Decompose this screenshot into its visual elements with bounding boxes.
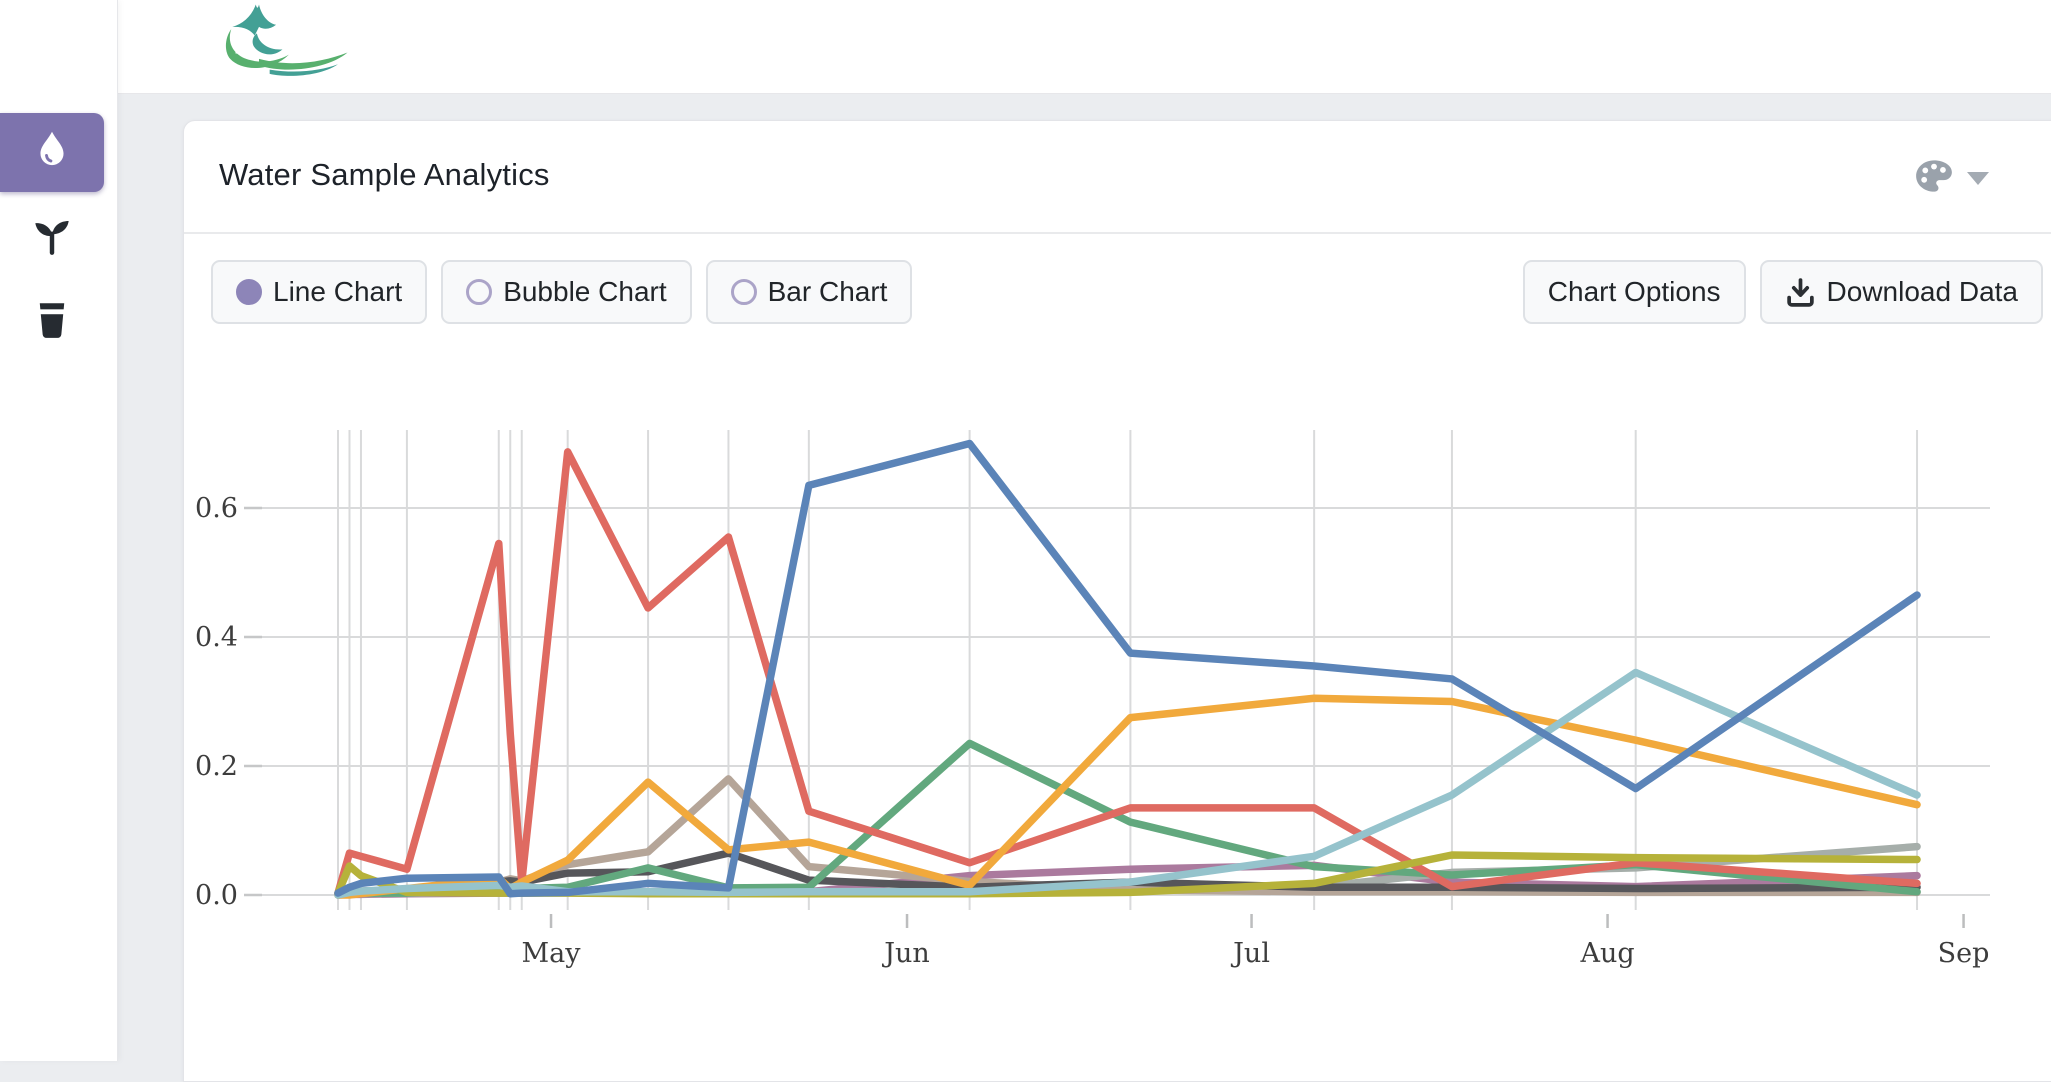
water-glass-icon (34, 301, 70, 346)
top-header-bar (117, 0, 2051, 94)
radio-line-chart[interactable]: Line Chart (211, 260, 428, 324)
chevron-down-icon (1967, 172, 1989, 185)
palette-icon (1915, 159, 1953, 198)
sidebar-item-drinking-water[interactable] (0, 288, 104, 358)
whale-wave-logo (195, 3, 355, 90)
download-icon (1785, 277, 1816, 308)
card-header: Water Sample Analytics (184, 121, 2051, 234)
chart-controls-row: Line Chart Bubble Chart Bar Chart Chart … (211, 259, 2043, 325)
download-data-button[interactable]: Download Data (1759, 260, 2043, 324)
radio-circle-icon (236, 279, 262, 305)
seedling-icon (32, 217, 72, 260)
sidebar-item-plants[interactable] (0, 203, 104, 273)
radio-circle-icon (730, 279, 757, 305)
radio-bubble-chart[interactable]: Bubble Chart (441, 260, 692, 324)
radio-bar-chart[interactable]: Bar Chart (705, 260, 913, 324)
sidebar (0, 0, 118, 1061)
theme-palette-dropdown[interactable] (1915, 159, 1989, 198)
radio-circle-icon (466, 279, 493, 305)
sidebar-item-water-samples[interactable] (0, 113, 104, 192)
page-title: Water Sample Analytics (219, 157, 550, 192)
analytics-card: Water Sample Analytics Line Chart Bubble… (183, 120, 2051, 1082)
droplet-icon (35, 129, 69, 176)
chart-options-button[interactable]: Chart Options (1522, 260, 1746, 324)
